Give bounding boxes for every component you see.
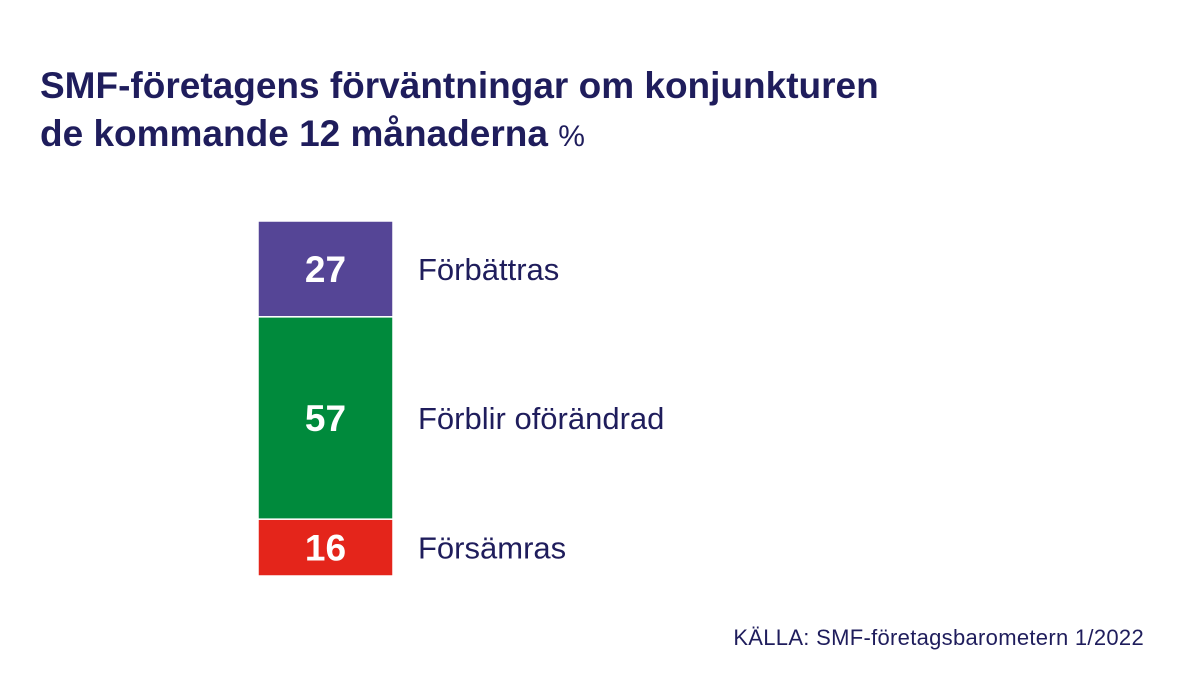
unit-label: % — [558, 120, 585, 153]
title-line-1: SMF-företagens förväntningar om konjunkt… — [40, 65, 879, 106]
title-line-2: de kommande 12 månaderna — [40, 113, 548, 154]
data-label-0: 27 — [305, 249, 346, 290]
category-label-1: Förblir oförändrad — [418, 401, 664, 436]
source-note: KÄLLA: SMF-företagsbarometern 1/2022 — [733, 625, 1144, 650]
category-label-2: Försämras — [418, 531, 566, 566]
bar-segment-2 — [257, 518, 394, 577]
bar-segment-0 — [257, 220, 394, 318]
category-label-0: Förbättras — [418, 252, 559, 287]
chart-title: SMF-företagens förväntningar om konjunkt… — [40, 62, 879, 161]
data-label-1: 57 — [305, 398, 346, 439]
data-label-2: 16 — [305, 528, 346, 569]
